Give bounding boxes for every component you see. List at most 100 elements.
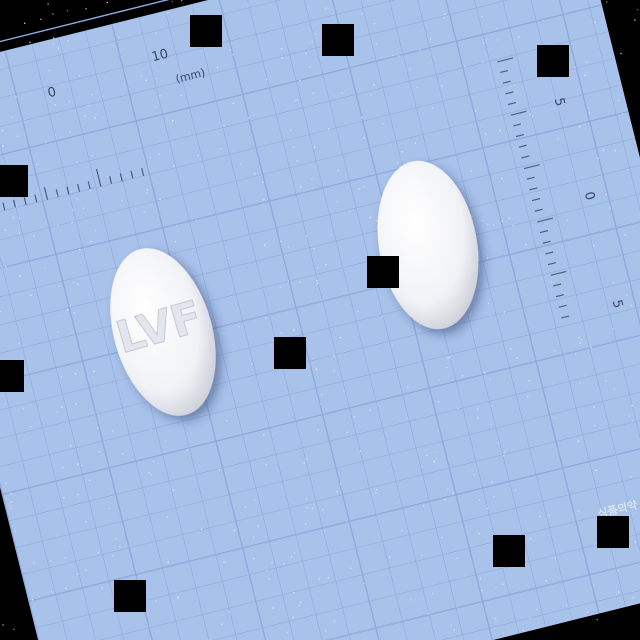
noise-dot	[2, 624, 4, 626]
grid-line	[0, 31, 609, 202]
noise-dot	[343, 390, 345, 392]
noise-dot	[336, 491, 338, 493]
noise-dot	[529, 107, 532, 109]
noise-dot	[597, 157, 599, 159]
noise-dot	[226, 419, 228, 422]
noise-dot	[618, 99, 620, 102]
noise-dot	[56, 194, 58, 197]
noise-dot	[548, 514, 550, 516]
noise-dot	[634, 541, 636, 543]
noise-dot	[456, 557, 458, 559]
noise-dot	[496, 27, 498, 29]
noise-dot	[631, 420, 634, 422]
noise-dot	[268, 578, 270, 580]
noise-dot	[483, 42, 485, 44]
ruler-tick	[518, 144, 527, 148]
ruler-label: 10	[150, 47, 170, 66]
noise-dot	[181, 0, 183, 2]
noise-dot	[478, 532, 480, 535]
noise-dot	[63, 497, 65, 499]
noise-dot	[595, 469, 597, 471]
noise-dot	[174, 240, 177, 243]
noise-dot	[308, 375, 310, 377]
noise-dot	[56, 411, 59, 413]
noise-dot	[489, 314, 491, 316]
noise-dot	[373, 84, 375, 86]
noise-dot	[592, 245, 595, 247]
noise-dot	[447, 488, 449, 490]
noise-dot	[101, 95, 104, 97]
noise-dot	[421, 466, 423, 468]
noise-dot	[18, 217, 20, 219]
noise-dot	[349, 567, 352, 569]
noise-dot	[232, 102, 234, 104]
noise-dot	[438, 400, 440, 403]
noise-dot	[82, 207, 85, 209]
noise-dot	[363, 186, 365, 188]
noise-dot	[516, 357, 518, 359]
noise-dot	[296, 160, 298, 162]
noise-dot	[287, 246, 290, 248]
noise-dot	[634, 19, 636, 21]
noise-dot	[70, 191, 73, 193]
noise-dot	[287, 280, 289, 282]
ruler-tick	[508, 101, 517, 106]
noise-dot	[617, 591, 620, 593]
ruler-tick	[529, 187, 538, 191]
grid-line	[0, 70, 93, 640]
noise-dot	[337, 169, 339, 172]
grid-line	[42, 484, 640, 640]
noise-dot	[106, 1, 108, 4]
ruler-tick	[542, 240, 551, 244]
noise-dot	[263, 199, 265, 201]
pill	[377, 160, 479, 330]
grid-line	[217, 0, 387, 640]
noise-dot	[172, 489, 174, 491]
occlusion	[274, 337, 306, 369]
noise-dot	[59, 315, 61, 317]
noise-dot	[251, 363, 253, 365]
noise-dot	[89, 479, 91, 481]
noise-dot	[223, 332, 225, 334]
noise-dot	[602, 149, 605, 151]
noise-dot	[529, 617, 531, 620]
grid-line	[0, 298, 640, 469]
noise-dot	[280, 240, 282, 242]
noise-dot	[47, 3, 49, 5]
noise-dot	[450, 624, 452, 626]
noise-dot	[491, 481, 493, 483]
noise-dot	[499, 130, 501, 132]
noise-dot	[76, 573, 78, 575]
noise-dot	[557, 138, 559, 140]
grid-line	[0, 164, 640, 335]
noise-dot	[426, 454, 428, 457]
noise-dot	[305, 235, 308, 237]
noise-dot	[272, 607, 274, 609]
noise-dot	[48, 69, 50, 72]
noise-dot	[122, 453, 124, 455]
noise-dot	[617, 570, 619, 572]
grid-line	[28, 431, 640, 602]
noise-dot	[146, 192, 148, 194]
noise-dot	[10, 501, 12, 503]
noise-dot	[325, 263, 327, 266]
noise-dot	[571, 168, 574, 170]
noise-dot	[112, 555, 114, 557]
noise-dot	[283, 563, 285, 565]
grid-line	[485, 0, 640, 601]
noise-dot	[57, 47, 60, 49]
noise-dot	[401, 151, 403, 153]
noise-dot	[315, 368, 318, 370]
noise-dot	[40, 18, 42, 20]
noise-dot	[574, 66, 576, 69]
noise-dot	[115, 538, 117, 540]
noise-dot	[564, 300, 566, 302]
grid-line	[2, 324, 640, 496]
noise-dot	[177, 596, 179, 599]
noise-dot	[1, 267, 3, 269]
noise-dot	[291, 556, 293, 558]
noise-dot	[510, 348, 512, 350]
occlusion	[597, 516, 629, 548]
noise-dot	[33, 562, 35, 564]
grid-line	[31, 43, 200, 640]
